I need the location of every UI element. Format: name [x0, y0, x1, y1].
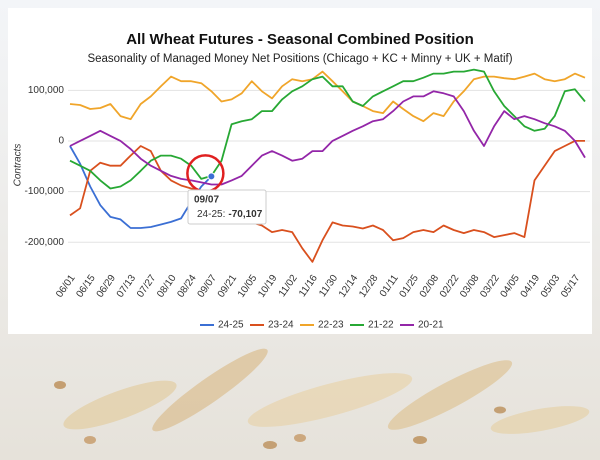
- y-tick-label: 100,000: [28, 85, 65, 96]
- tooltip-box: [187, 189, 267, 225]
- y-tick-label: -200,000: [25, 237, 65, 248]
- legend-label: 22-23: [318, 320, 344, 331]
- legend-label: 23-24: [268, 320, 294, 331]
- series-line: [69, 90, 586, 186]
- tooltip-value: 24-25: -70,107: [197, 209, 263, 220]
- legend-label: 21-22: [368, 320, 394, 331]
- series-line: [69, 68, 586, 190]
- tooltip: 09/07 24-25: -70,107: [187, 189, 267, 225]
- series-line: [69, 140, 585, 263]
- highlight-point: [207, 172, 216, 181]
- y-tick-label: -100,000: [25, 186, 65, 197]
- series-line: [69, 70, 586, 123]
- y-axis-label: Contracts: [13, 144, 24, 187]
- chart-title: All Wheat Futures - Seasonal Combined Po…: [126, 31, 474, 48]
- y-tick-label: 0: [58, 136, 64, 147]
- chart-subtitle: Seasonality of Managed Money Net Positio…: [87, 53, 512, 65]
- chart-panel: [8, 8, 592, 334]
- legend: 24-25 23-24 22-23 21-22 20-21: [200, 320, 444, 331]
- wheat-decoration: [54, 348, 590, 449]
- legend-label: 20-21: [418, 320, 444, 331]
- tooltip-part: -70,107: [228, 209, 262, 220]
- tooltip-part: 24-25:: [197, 209, 225, 220]
- tooltip-category: 09/07: [194, 195, 219, 206]
- legend-label: 24-25: [218, 320, 244, 331]
